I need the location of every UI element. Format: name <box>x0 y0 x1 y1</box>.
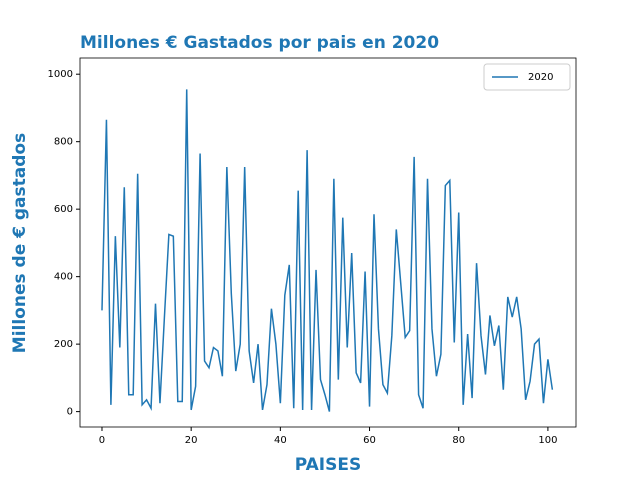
data-line <box>101 89 554 412</box>
y-tick-label: 800 <box>54 137 73 148</box>
y-tick-label: 600 <box>54 204 73 215</box>
y-axis-label: Millones de € gastados <box>10 133 30 353</box>
x-tick-label: 100 <box>538 435 557 446</box>
y-tick-label: 200 <box>54 339 73 350</box>
x-tick-label: 20 <box>185 435 198 446</box>
legend-box <box>483 63 571 91</box>
x-tick-label: 40 <box>274 435 287 446</box>
x-tick-label: 80 <box>452 435 465 446</box>
y-tick-label: 1000 <box>48 69 73 80</box>
y-tick-label: 0 <box>67 407 73 418</box>
legend-label: 2020 <box>528 72 553 83</box>
x-tick-label: 60 <box>363 435 376 446</box>
plot-frame <box>79 57 577 428</box>
x-axis-label: PAISES <box>295 455 361 475</box>
chart-title: Millones € Gastados por pais en 2020 <box>80 33 439 53</box>
x-tick-label: 0 <box>99 435 105 446</box>
y-tick-label: 400 <box>54 272 73 283</box>
